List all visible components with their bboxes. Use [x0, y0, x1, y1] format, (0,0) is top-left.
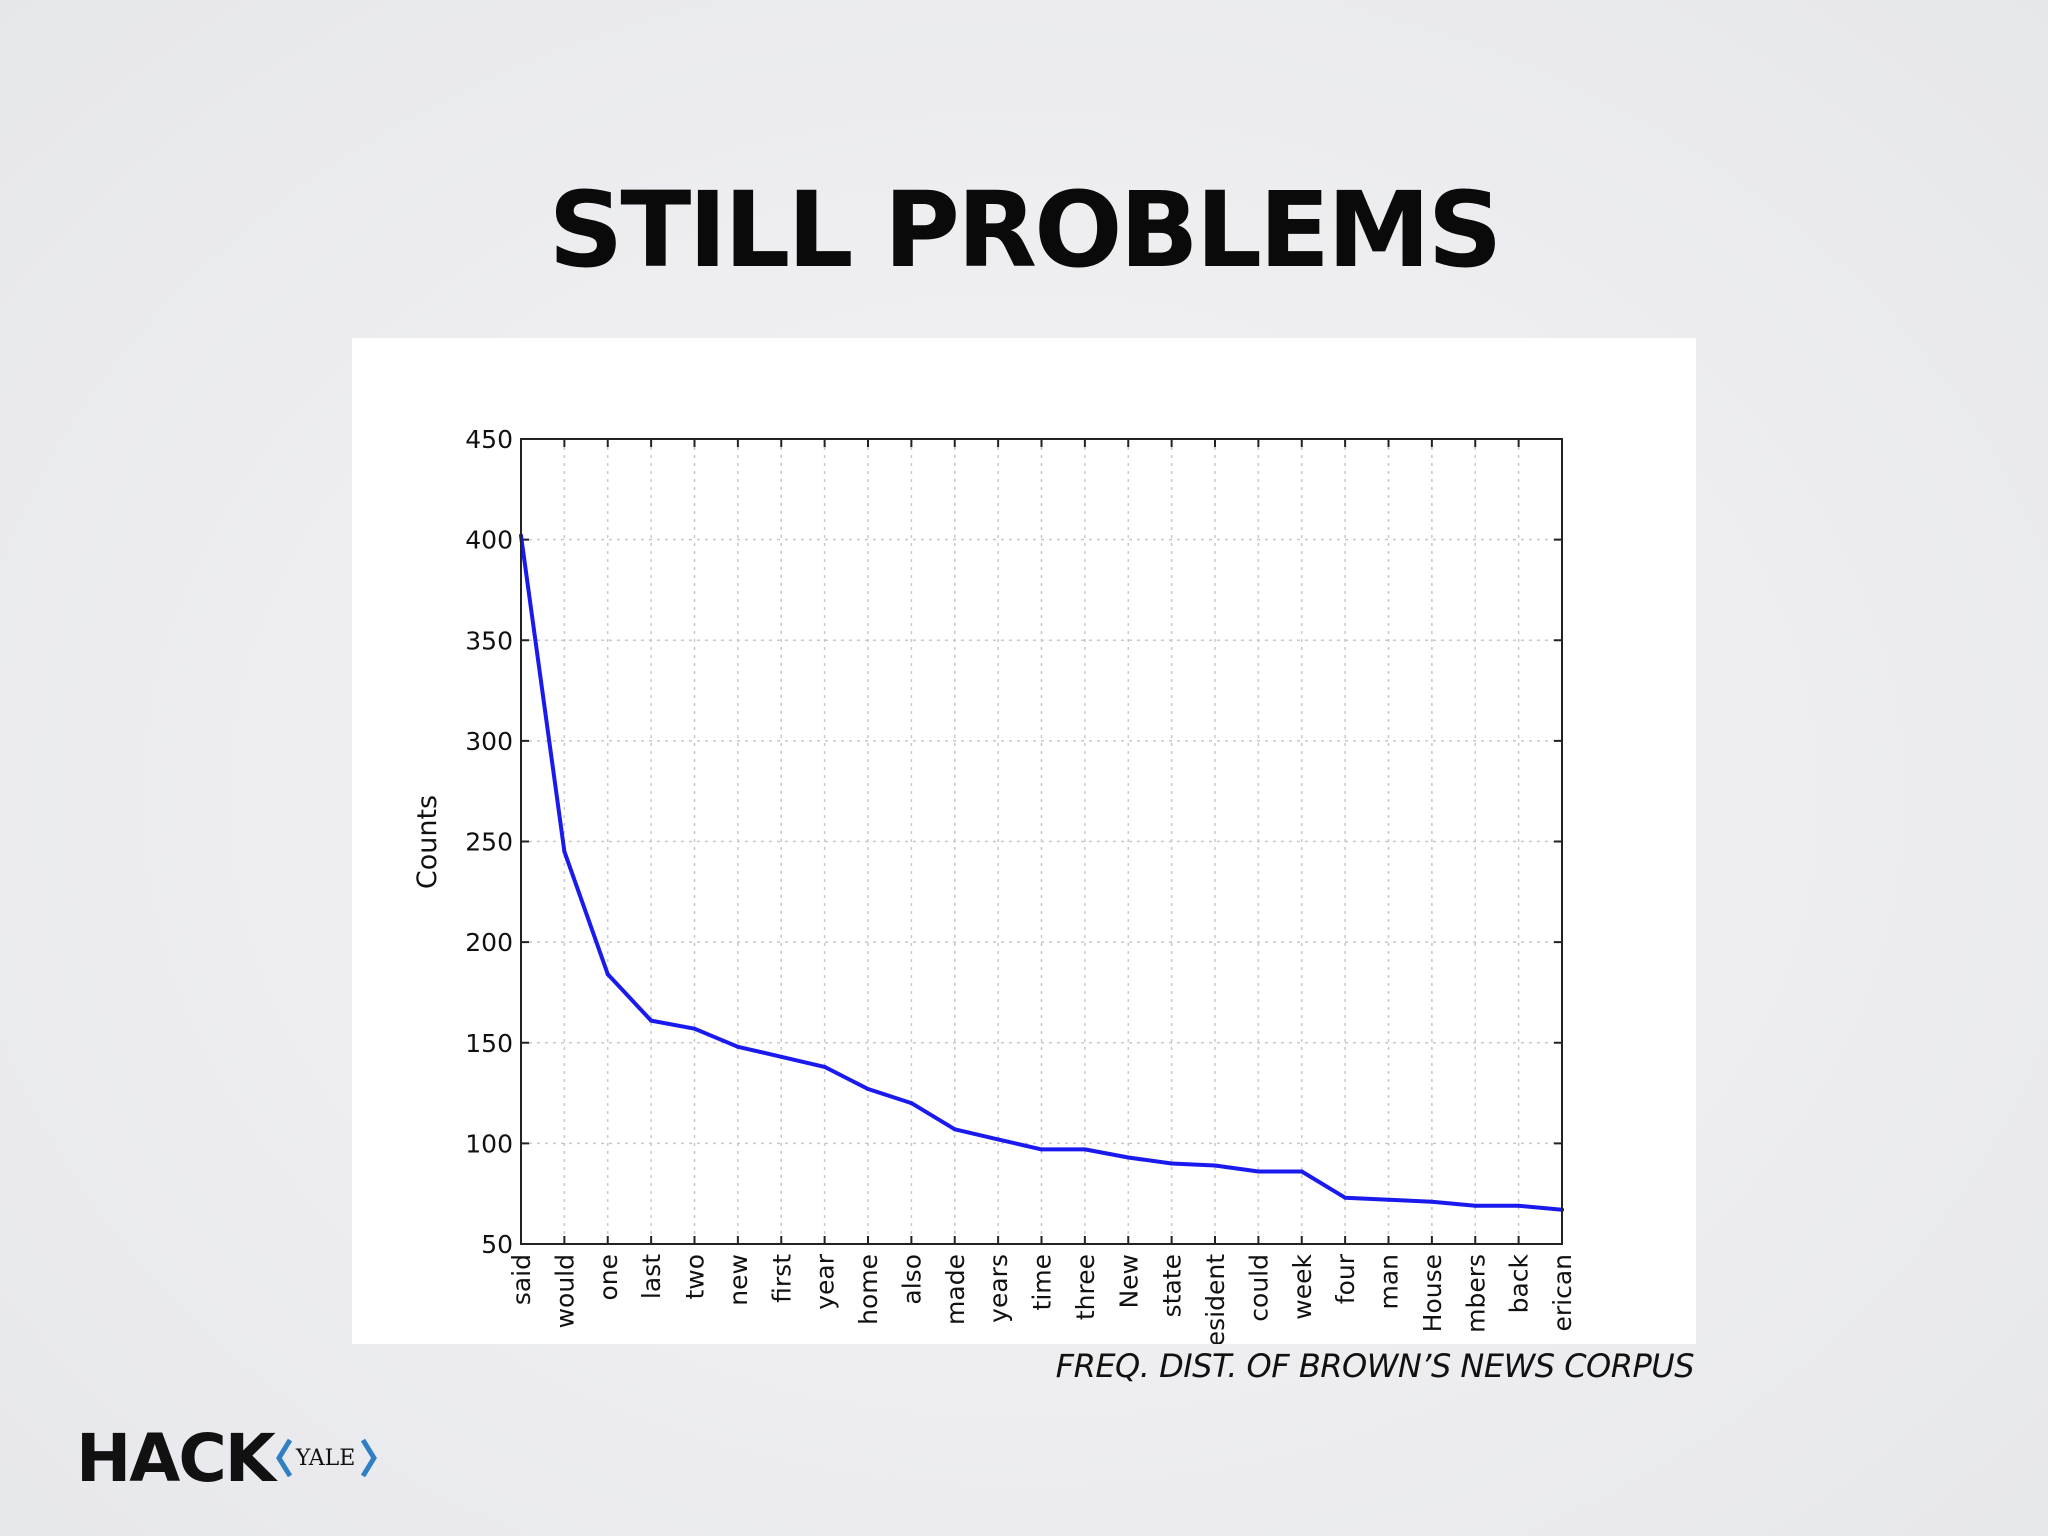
x-tick-label: House [1418, 1254, 1447, 1332]
x-tick-label: year [811, 1253, 840, 1309]
x-tick-label: esident [1201, 1254, 1230, 1344]
data-point [1039, 1147, 1044, 1152]
data-point [1516, 1203, 1521, 1208]
chevron-left-icon [275, 1438, 292, 1478]
data-point [1082, 1147, 1087, 1152]
x-tick-label: home [854, 1254, 883, 1325]
data-point [952, 1127, 957, 1132]
frequency-line-chart: 50 100 150 200 250 300 350 400 450 said would one l… [412, 425, 1577, 1344]
data-point [692, 1026, 697, 1031]
y-tick-labels: 50 100 150 200 250 300 350 400 450 [465, 425, 513, 1259]
x-tick-label: New [1114, 1254, 1143, 1309]
y-tick-label: 150 [465, 1029, 513, 1058]
x-tick-label: made [941, 1254, 970, 1325]
x-tick-label: erican [1548, 1254, 1577, 1332]
y-tick-label: 350 [465, 626, 513, 655]
y-tick-label: 200 [465, 928, 513, 957]
x-tick-label: man [1375, 1254, 1404, 1310]
x-tick-label: state [1158, 1254, 1187, 1317]
logo-wordmark: HACK [76, 1419, 276, 1497]
x-tick-label: first [767, 1254, 796, 1303]
x-tick-label: years [984, 1254, 1013, 1323]
data-point [822, 1064, 827, 1069]
data-point [735, 1044, 740, 1049]
data-point [996, 1137, 1001, 1142]
data-point [1386, 1197, 1391, 1202]
y-tick-label: 100 [465, 1129, 513, 1158]
x-tick-label: would [550, 1254, 579, 1328]
grid-lines [521, 438, 1562, 1245]
hackyale-logo: HACK YALE [76, 1418, 378, 1498]
y-tick-label: 400 [465, 526, 513, 555]
data-point [866, 1087, 870, 1092]
x-tick-label: last [637, 1254, 666, 1299]
y-tick-label: 50 [481, 1230, 513, 1259]
x-tick-label: new [724, 1254, 753, 1306]
logo-yale-text: YALE [295, 1445, 356, 1471]
x-tick-label: time [1028, 1254, 1057, 1310]
y-tick-label: 250 [465, 828, 513, 857]
x-tick-label: could [1244, 1254, 1273, 1322]
y-axis-label: Counts [412, 795, 443, 889]
y-tick-label: 300 [465, 727, 513, 756]
x-tick-label: week [1288, 1253, 1317, 1319]
y-tick-label: 450 [465, 425, 513, 454]
data-point [1126, 1155, 1131, 1160]
data-point [649, 1018, 654, 1023]
slide-title: STILL PROBLEMS [548, 169, 1503, 291]
chevron-right-icon [361, 1438, 378, 1478]
x-tick-label: two [681, 1254, 710, 1300]
plot-frame [520, 438, 1563, 1245]
data-point [1299, 1169, 1304, 1174]
data-point [1429, 1199, 1434, 1204]
data-point [1213, 1163, 1217, 1168]
chart-panel: 50 100 150 200 250 300 350 400 450 said would one l… [352, 338, 1696, 1344]
data-point [779, 1054, 784, 1059]
data-point [1473, 1203, 1478, 1208]
x-tick-label: three [1071, 1254, 1100, 1320]
data-point [909, 1101, 914, 1106]
x-tick-label: also [897, 1254, 926, 1305]
data-point [1169, 1161, 1174, 1166]
data-point [1256, 1169, 1261, 1174]
x-tick-label: four [1331, 1253, 1360, 1304]
x-tick-label: back [1505, 1253, 1534, 1313]
x-tick-labels: said would one last two new first year home also m… [507, 1253, 1577, 1344]
data-point [1343, 1195, 1348, 1200]
figure-caption: FREQ. DIST. OF BROWN’S NEWS CORPUS [1055, 1347, 1695, 1385]
data-point [605, 972, 610, 977]
x-tick-label: mbers [1461, 1254, 1490, 1333]
x-tick-label: said [507, 1254, 536, 1305]
x-tick-label: one [594, 1254, 623, 1301]
data-point [562, 849, 567, 854]
